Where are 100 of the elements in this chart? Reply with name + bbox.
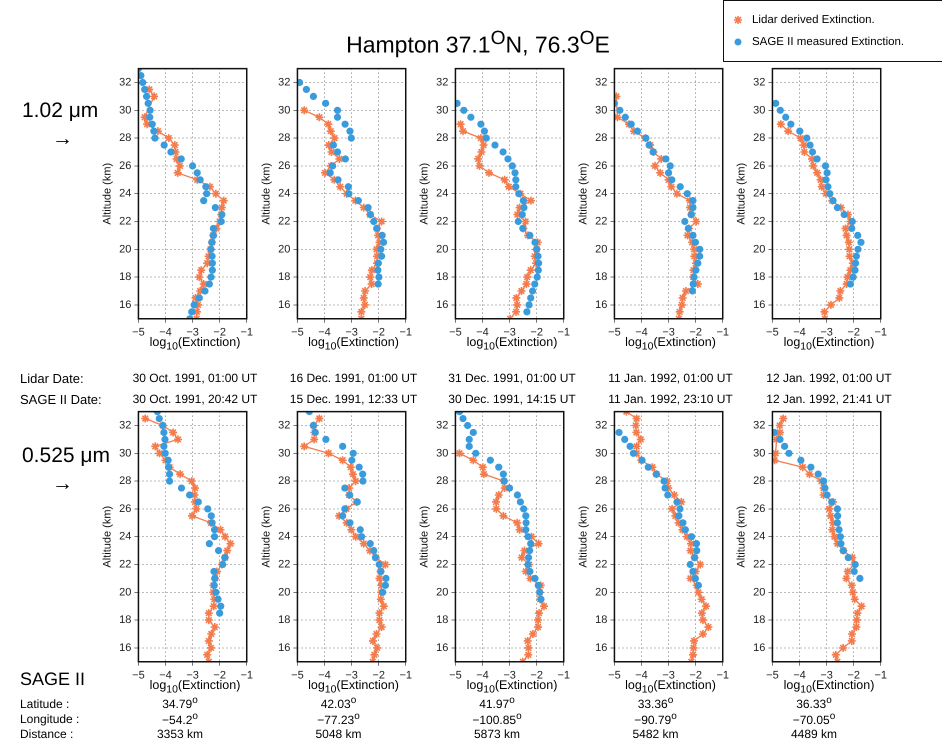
x-tick-label: −1	[557, 326, 570, 338]
x-tick-label: −5	[608, 669, 620, 682]
y-tick-label: 20	[119, 243, 132, 256]
x-tick-label: −5	[766, 326, 779, 338]
y-tick-label: 22	[436, 216, 448, 228]
text: −54.2$^{o}$	[161, 711, 199, 727]
y-axis-title: Altitude (km)	[102, 506, 114, 568]
y-tick-label: 28	[119, 475, 132, 488]
text: 30 Dec. 1991, 14:15 UT	[447, 392, 577, 406]
y-tick-label: 30	[278, 104, 290, 116]
x-tick-label: −5	[449, 326, 462, 338]
y-tick-label: 16	[594, 298, 607, 311]
chart-title: Hampton 37.1$^{O}$N, 76.3$^{O}$E	[345, 28, 611, 59]
text: 36.33$^{o}$	[795, 695, 833, 711]
y-tick-label: 26	[753, 502, 766, 515]
text: 31 Dec. 1991, 01:00 UT	[447, 371, 577, 385]
y-tick-label: 24	[436, 188, 448, 200]
y-tick-label: 22	[594, 216, 607, 228]
y-tick-label: 28	[436, 475, 448, 488]
text: 30 Oct. 1991, 20:42 UT	[132, 392, 258, 406]
y-tick-label: 26	[436, 160, 448, 172]
x-tick-label: −1	[716, 326, 729, 338]
y-axis-title: Altitude (km)	[736, 506, 748, 568]
y-tick-label: 18	[594, 271, 607, 284]
y-tick-label: 18	[753, 614, 766, 626]
y-tick-label: 30	[119, 447, 132, 460]
legend-label: Lidar derived Extinction.	[752, 14, 875, 26]
text: 12 Jan. 1992, 21:41 UT	[765, 392, 893, 406]
text: Distance :	[20, 727, 74, 741]
text: 15 Dec. 1991, 12:33 UT	[288, 392, 418, 406]
y-tick-label: 20	[594, 243, 607, 256]
y-axis-title: Altitude (km)	[577, 162, 590, 225]
y-tick-label: 30	[436, 447, 448, 460]
y-tick-label: 30	[278, 447, 290, 460]
text: 16 Dec. 1991, 01:00 UT	[288, 371, 418, 385]
y-tick-label: 16	[594, 642, 607, 654]
y-tick-label: 22	[753, 216, 766, 228]
y-tick-label: 30	[119, 104, 132, 116]
y-tick-label: 30	[753, 447, 766, 460]
y-tick-label: 20	[278, 243, 290, 256]
text: 4489 km	[790, 727, 838, 741]
y-tick-label: 20	[594, 586, 607, 598]
y-tick-label: 18	[278, 614, 290, 626]
y-tick-label: 32	[753, 76, 766, 89]
y-axis-title: Altitude (km)	[260, 506, 272, 568]
y-tick-label: 32	[436, 76, 448, 89]
y-tick-label: 26	[753, 160, 766, 172]
x-tick-label: −1	[874, 669, 888, 682]
text: 3353 km	[156, 727, 204, 741]
text: 33.36$^{o}$	[636, 695, 674, 711]
y-tick-label: 24	[594, 188, 607, 200]
y-tick-label: 32	[119, 76, 132, 89]
y-tick-label: 22	[594, 558, 607, 571]
y-axis-title: Altitude (km)	[418, 162, 431, 225]
y-tick-label: 24	[278, 530, 290, 543]
text: 5048 km	[314, 727, 363, 741]
y-tick-label: 24	[436, 530, 448, 543]
text: 11 Jan. 1992, 23:10 UT	[607, 392, 734, 406]
y-tick-label: 28	[753, 132, 766, 144]
text: SAGE II Date:	[20, 392, 102, 407]
text: 5482 km	[631, 727, 680, 741]
text: Lidar Date:	[20, 371, 84, 386]
y-tick-label: 22	[278, 216, 290, 228]
y-tick-label: 26	[594, 160, 607, 172]
y-tick-label: 22	[278, 558, 290, 571]
text: 30 Oct. 1991, 01:00 UT	[132, 371, 258, 385]
y-tick-label: 28	[594, 132, 607, 144]
y-tick-label: 20	[753, 243, 766, 256]
y-tick-label: 20	[436, 243, 448, 256]
x-tick-label: −5	[290, 669, 304, 682]
y-tick-label: 16	[436, 298, 448, 311]
y-axis-title: Altitude (km)	[260, 162, 272, 225]
y-tick-label: 22	[119, 216, 132, 228]
y-tick-label: 16	[278, 642, 290, 654]
y-tick-label: 28	[278, 475, 290, 488]
y-tick-label: 24	[119, 530, 132, 543]
y-tick-label: 24	[594, 530, 607, 543]
x-tick-label: −1	[716, 669, 729, 682]
y-tick-label: 30	[436, 104, 448, 116]
x-tick-label: −1	[240, 669, 254, 682]
y-axis-title: Altitude (km)	[736, 162, 748, 225]
text: Longitude :	[20, 712, 80, 726]
y-tick-label: 26	[278, 160, 290, 172]
text: 0.525 μm	[22, 444, 110, 467]
text: →	[52, 127, 73, 150]
x-tick-label: −1	[557, 669, 570, 682]
y-tick-label: 28	[278, 132, 290, 144]
y-tick-label: 20	[119, 586, 132, 598]
y-tick-label: 28	[119, 132, 132, 144]
y-tick-label: 20	[753, 586, 766, 598]
y-tick-label: 18	[436, 614, 448, 626]
y-axis-title: Altitude (km)	[418, 506, 431, 568]
x-tick-label: −5	[290, 326, 304, 338]
y-tick-label: 16	[278, 298, 290, 311]
x-tick-label: −1	[398, 326, 412, 338]
y-tick-label: 26	[119, 502, 132, 515]
y-tick-label: 26	[594, 502, 607, 515]
x-tick-label: −5	[608, 326, 620, 338]
y-tick-label: 30	[753, 104, 766, 116]
text: −100.85$^{o}$	[471, 711, 523, 727]
